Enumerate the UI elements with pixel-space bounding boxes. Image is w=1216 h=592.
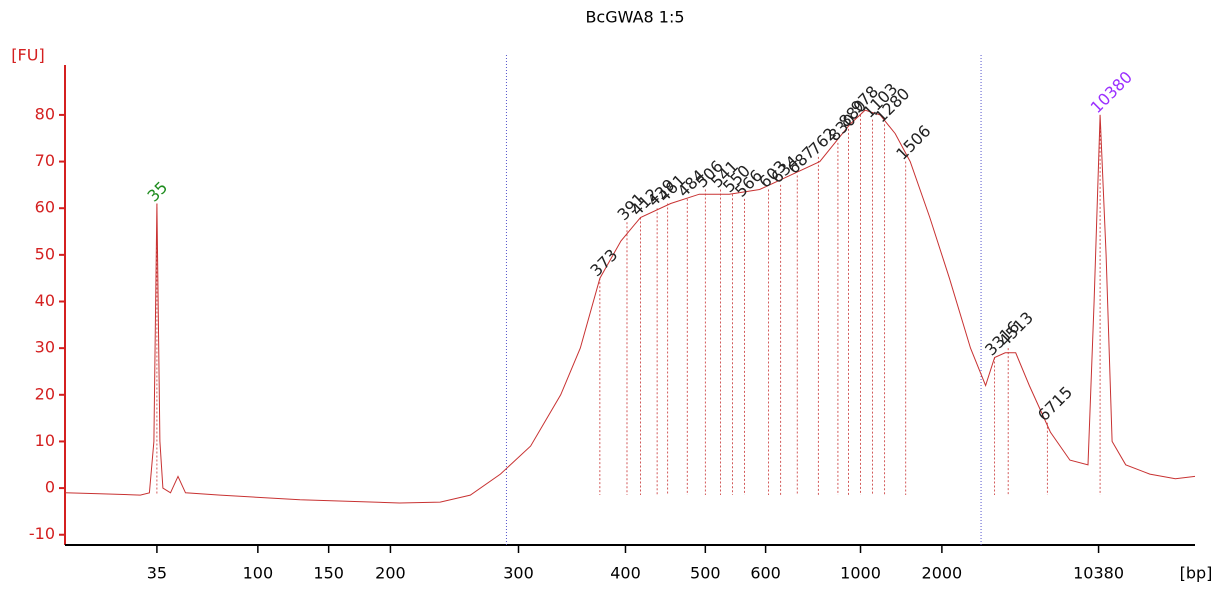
y-tick-label: -10 [29, 524, 55, 543]
x-tick-label: 200 [375, 564, 406, 583]
y-tick-label: 60 [35, 198, 55, 217]
chart-title: BcGWA8 1:5 [585, 8, 684, 27]
x-tick-label: 500 [690, 564, 721, 583]
y-tick-label: 30 [35, 338, 55, 357]
x-tick-label: 400 [610, 564, 641, 583]
peak-label: 1506 [892, 121, 934, 163]
peak-label: 6715 [1034, 383, 1076, 425]
x-tick-label: 35 [147, 564, 167, 583]
y-tick-label: 20 [35, 384, 55, 403]
x-tick-label: 10380 [1073, 564, 1124, 583]
y-tick-label: 70 [35, 151, 55, 170]
x-tick-label: 300 [503, 564, 534, 583]
y-tick-label: 40 [35, 291, 55, 310]
x-axis-label: [bp] [1180, 564, 1213, 583]
peak-label: 373 [586, 245, 621, 280]
y-tick-label: 50 [35, 244, 55, 263]
x-tick-label: 600 [750, 564, 781, 583]
y-axis-label: [FU] [11, 46, 44, 65]
trace [64, 109, 1196, 504]
peak-label: 4513 [995, 308, 1037, 350]
y-tick-label: 80 [35, 104, 55, 123]
y-tick-label: 10 [35, 431, 55, 450]
x-tick-label: 2000 [922, 564, 963, 583]
x-tick-label: 1000 [840, 564, 881, 583]
y-tick-label: 0 [45, 478, 55, 497]
x-tick-label: 100 [243, 564, 274, 583]
x-tick-label: 150 [313, 564, 344, 583]
peak-label: 35 [143, 178, 171, 206]
peak-label: 10380 [1087, 67, 1136, 116]
